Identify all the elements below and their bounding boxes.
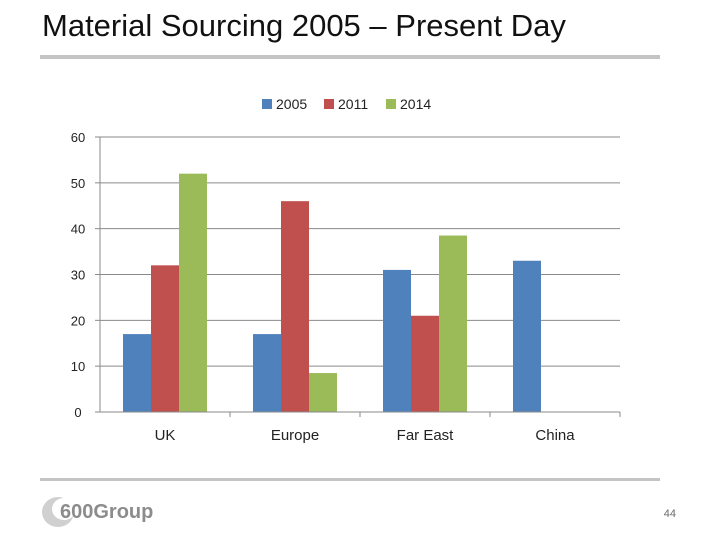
footer-divider [40, 478, 660, 481]
logo-text: 600Group [60, 501, 153, 523]
legend-swatch-2014 [386, 99, 396, 109]
bar-2014-europe [309, 373, 337, 412]
legend-label-2011: 2011 [338, 96, 368, 112]
bar-2011-europe [281, 201, 309, 412]
bar-2005-uk [123, 334, 151, 412]
y-tick-label: 10 [71, 359, 85, 374]
bar-2011-far-east [411, 315, 439, 412]
y-tick-label: 60 [71, 130, 85, 145]
x-tick-label: UK [155, 427, 176, 444]
legend-label-2014: 2014 [400, 96, 431, 112]
x-tick-label: Far East [397, 427, 455, 444]
bar-2005-europe [253, 334, 281, 412]
bar-2014-far-east [439, 235, 467, 412]
company-logo: 600Group [42, 497, 153, 527]
y-tick-label: 30 [71, 268, 85, 283]
legend-label-2005: 2005 [276, 96, 307, 112]
y-tick-label: 50 [71, 176, 85, 191]
bar-2005-far-east [383, 269, 411, 412]
y-tick-label: 0 [74, 405, 81, 420]
bar-2005-china [513, 260, 541, 412]
page-title: Material Sourcing 2005 – Present Day [42, 8, 566, 43]
bar-chart: 0 10 20 30 40 50 60 UK Europe Far East China 2005 20… [71, 96, 621, 444]
y-tick-label: 20 [71, 313, 85, 328]
bar-2011-uk [151, 265, 179, 412]
bar-2014-uk [179, 173, 207, 412]
page-number: 44 [663, 508, 676, 520]
x-tick-label: Europe [271, 427, 319, 444]
x-tick-label: China [535, 427, 575, 444]
legend-swatch-2005 [262, 99, 272, 109]
legend-swatch-2011 [324, 99, 334, 109]
y-tick-label: 40 [71, 222, 85, 237]
title-divider [40, 55, 660, 59]
